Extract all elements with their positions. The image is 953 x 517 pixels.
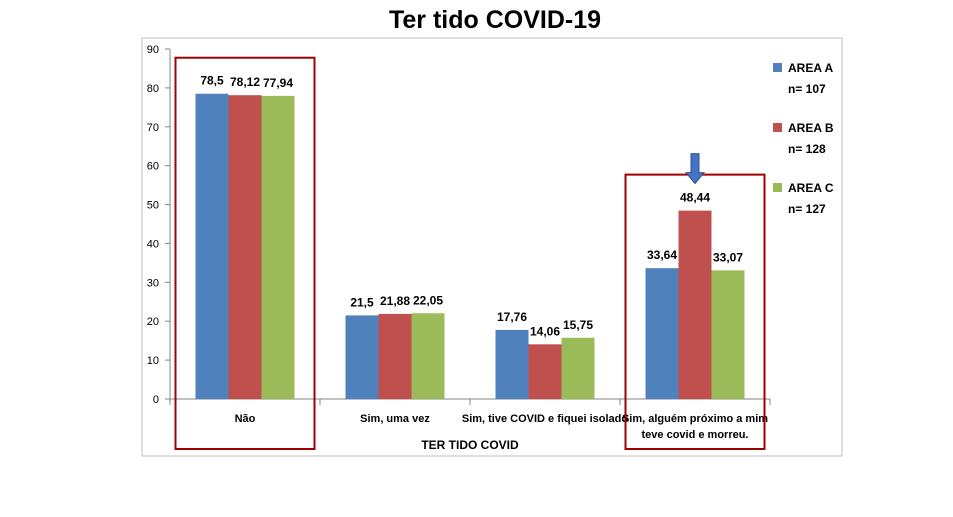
- bar: [678, 210, 712, 399]
- x-tick-label: Sim, alguém próximo a mim: [622, 413, 768, 425]
- legend-swatch: [773, 183, 782, 192]
- highlight-box: [174, 56, 316, 450]
- chart-title: Ter tido COVID-19: [388, 6, 602, 34]
- bar: [645, 268, 679, 399]
- bar: [411, 313, 445, 399]
- data-label: 21,88: [380, 294, 410, 308]
- data-label: 14,06: [530, 324, 560, 338]
- legend-n: n= 128: [788, 142, 826, 156]
- y-tick-label: 70: [147, 122, 159, 134]
- legend-n: n= 107: [788, 82, 826, 96]
- bars: [195, 93, 745, 400]
- legend-label: AREA C: [788, 181, 834, 195]
- legend: AREA A n= 107 AREA B n= 128 AREA C n= 127: [773, 61, 834, 216]
- axes: 0 10 20 30 40 50 60 70 80 90 Não Sim, uma vez Sim, t…: [147, 44, 771, 452]
- highlights: [174, 56, 766, 450]
- legend-label: AREA A: [788, 61, 833, 75]
- bar: [345, 315, 379, 399]
- x-tick-label: teve covid e morreu.: [642, 429, 749, 441]
- y-tick-label: 20: [147, 316, 159, 328]
- data-label: 77,94: [263, 76, 293, 90]
- y-tick-label: 60: [147, 161, 159, 173]
- legend-n: n= 127: [788, 202, 826, 216]
- bar: [261, 95, 295, 400]
- bar: [195, 93, 229, 399]
- data-label: 15,75: [563, 318, 593, 332]
- data-label: 17,76: [497, 310, 527, 324]
- y-tick-label: 10: [147, 355, 159, 367]
- data-label: 33,64: [647, 248, 677, 262]
- x-tick-label: Sim, uma vez: [360, 413, 430, 425]
- y-tick-label: 0: [153, 394, 159, 406]
- bar: [228, 95, 262, 399]
- y-tick-label: 50: [147, 200, 159, 212]
- bar: [495, 329, 529, 399]
- bar: [561, 337, 595, 399]
- legend-label: AREA B: [788, 121, 834, 135]
- arrow-down-icon: [684, 153, 706, 185]
- data-label: 21,5: [350, 295, 374, 309]
- bar: [711, 270, 745, 399]
- x-tick-label: Não: [235, 413, 256, 425]
- y-tick-label: 40: [147, 238, 159, 250]
- legend-swatch: [773, 123, 782, 132]
- data-label: 33,07: [713, 250, 743, 264]
- legend-swatch: [773, 63, 782, 72]
- x-tick-label: Sim, tive COVID e fiquei isolado: [462, 413, 629, 425]
- data-label: 22,05: [413, 293, 443, 307]
- y-tick-label: 80: [147, 83, 159, 95]
- data-label: 48,44: [680, 191, 710, 205]
- data-label: 78,12: [230, 75, 260, 89]
- bar: [378, 313, 412, 399]
- data-label: 78,5: [200, 74, 224, 88]
- bar: [528, 344, 562, 399]
- y-tick-label: 90: [147, 44, 159, 56]
- x-axis-title: TER TIDO COVID: [421, 438, 519, 452]
- y-tick-label: 30: [147, 277, 159, 289]
